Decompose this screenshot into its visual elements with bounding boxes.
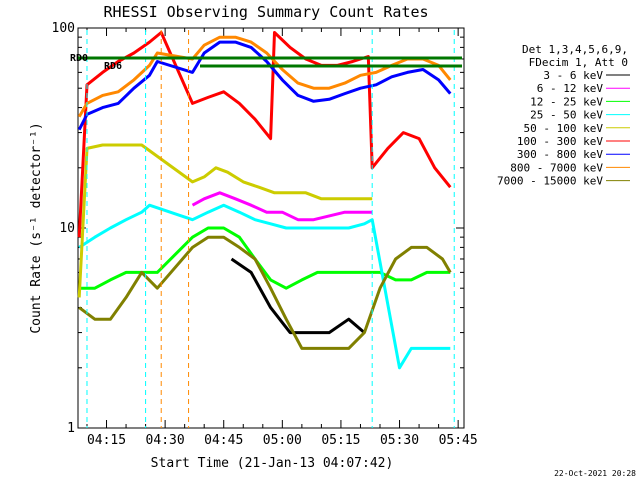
y-tick-label: 100	[52, 21, 75, 36]
legend-entry-label: 3 - 6 keV	[543, 69, 603, 82]
series-line-0	[230, 257, 366, 335]
series-line-8	[78, 235, 452, 350]
x-tick-label: 04:15	[87, 433, 126, 448]
x-tick-label: 04:45	[204, 433, 243, 448]
series-layer	[77, 31, 452, 370]
chart-title: RHESSI Observing Summary Count Rates	[103, 3, 428, 21]
y-tick-label: 1	[67, 421, 75, 436]
x-tick-label: 05:45	[439, 433, 478, 448]
x-tick-label: 04:30	[146, 433, 185, 448]
legend-entry-label: 100 - 300 keV	[517, 135, 603, 148]
legend-entry-label: 25 - 50 keV	[530, 109, 603, 122]
y-tick-label: 10	[59, 221, 75, 236]
series-line-5	[77, 31, 452, 238]
legend-header-decimation: FDecim 1, Att 0	[529, 56, 628, 69]
x-axis-ticks: 04:15 04:30 04:45 05:00 05:15 05:30 05:45	[86, 28, 478, 448]
annotation-layer: RD0 RD6	[70, 30, 462, 428]
legend-entry-label: 300 - 800 keV	[517, 148, 603, 161]
footer-date: 22-Oct-2021 20:28	[554, 469, 636, 478]
legend-entry-label: 50 - 100 keV	[524, 122, 604, 135]
legend-entry-label: 6 - 12 keV	[537, 82, 604, 95]
legend: Det 1,3,4,5,6,9, FDecim 1, Att 0 3 - 6 k…	[497, 43, 630, 188]
series-line-3	[78, 203, 451, 370]
y-axis-label: Count Rate (s⁻¹ detector⁻¹)	[29, 122, 44, 333]
legend-entry-label: 12 - 25 keV	[530, 95, 603, 108]
series-line-4	[77, 143, 373, 298]
series-line-2	[79, 226, 451, 290]
x-tick-label: 05:30	[380, 433, 419, 448]
x-tick-label: 05:00	[263, 433, 302, 448]
rd6-label: RD6	[104, 61, 122, 72]
legend-header-detectors: Det 1,3,4,5,6,9,	[522, 43, 628, 56]
series-line-6	[77, 40, 452, 131]
legend-entry-label: 800 - 7000 keV	[510, 161, 603, 174]
x-tick-label: 05:15	[321, 433, 360, 448]
legend-entry-label: 7000 - 15000 keV	[497, 175, 603, 188]
series-line-1	[191, 191, 373, 222]
rd0-label: RD0	[70, 53, 88, 64]
x-axis-label: Start Time (21-Jan-13 04:07:42)	[151, 456, 394, 471]
